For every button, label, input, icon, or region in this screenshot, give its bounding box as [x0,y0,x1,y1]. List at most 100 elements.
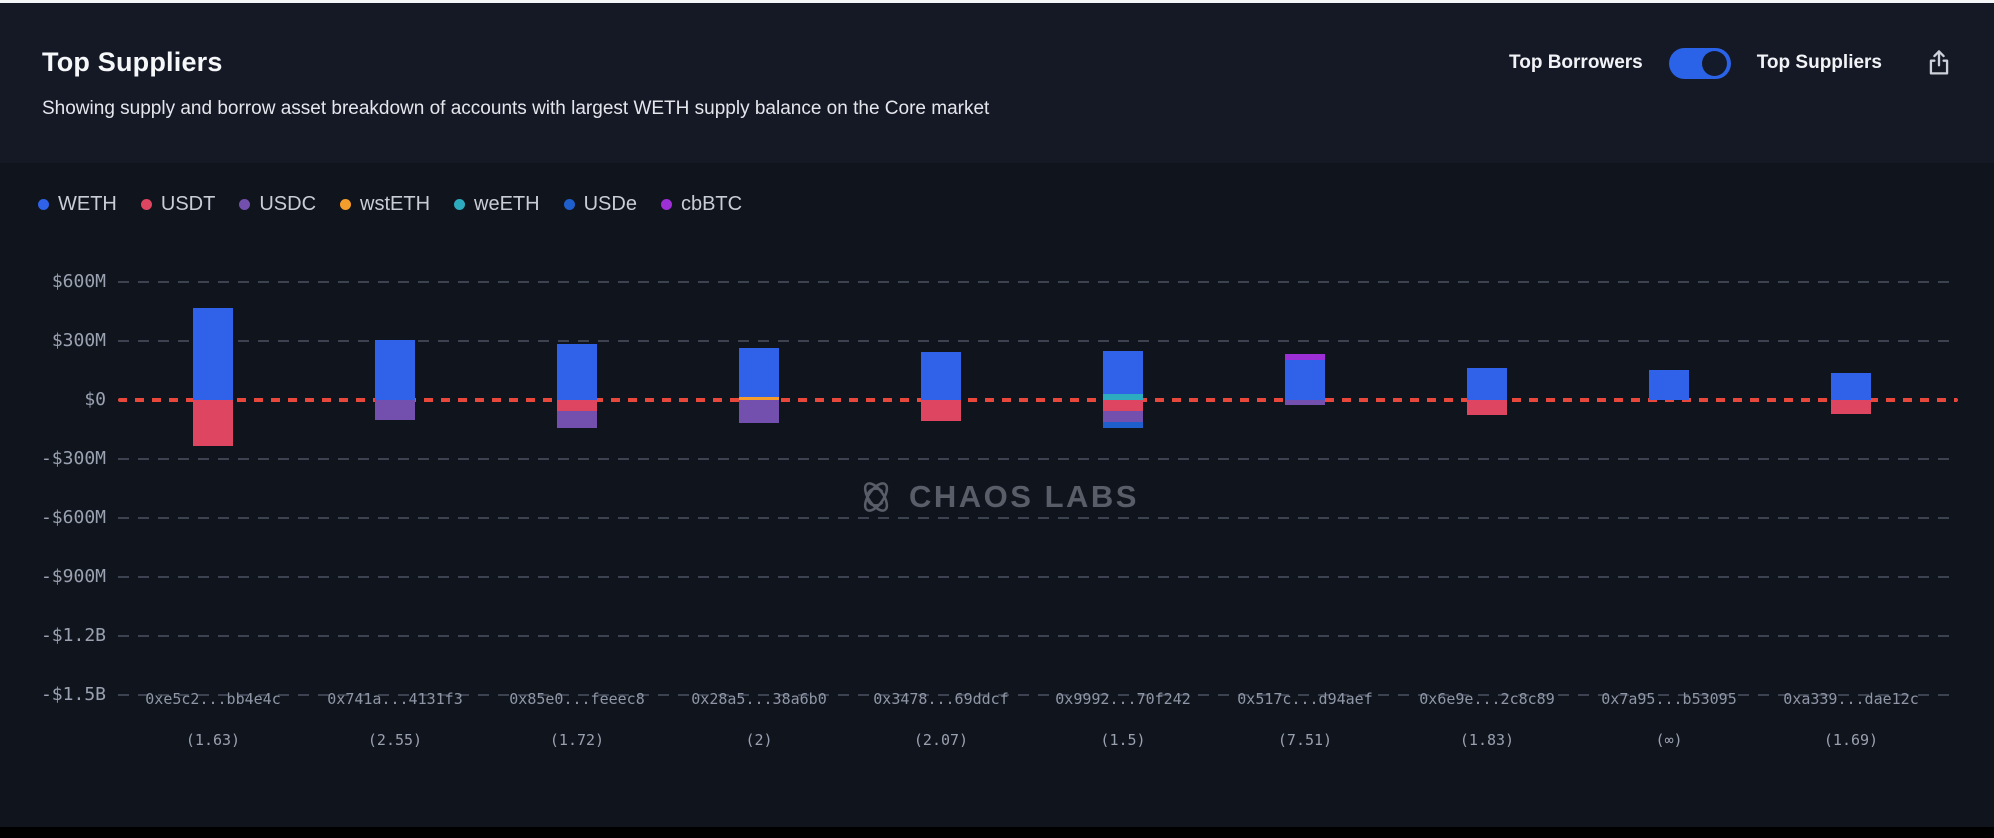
bar-segment-0x85e0...feeec8-USDC[interactable] [557,410,597,428]
x-axis-health-factor: (2.55) [367,731,423,749]
bar-segment-0x28a5...38a6b0-USDC[interactable] [739,400,779,423]
x-axis-health-factor: (2.07) [913,731,969,749]
bar-segment-0x517c...d94aef-USDC[interactable] [1285,400,1325,405]
x-axis-address-label: 0x741a...4131f3 [327,690,463,708]
legend-label: WETH [58,193,117,215]
gridline--$300M [118,458,1958,460]
bar-segment-0x741a...4131f3-WETH[interactable] [375,340,415,400]
y-axis-tick-$0: $0 [84,389,106,410]
bar-segment-0xa339...dae12c-WETH[interactable] [1831,373,1871,400]
gridline--$1.2B [118,635,1958,637]
watermark: CHAOS LABS [855,476,1139,518]
gridline--$600M [118,517,1958,519]
bar-segment-0x517c...d94aef-cbBTC[interactable] [1285,353,1325,360]
legend-dot-cbbtc [660,199,672,210]
plot-area: $600M $300M $0 -$300M -$600M -$900M -$1.2B -$1.… [0,163,1994,827]
bar-segment-0x6e9e...2c8c89-WETH[interactable] [1467,367,1507,400]
chart-legend: WETH USDT USDC wstETH weETH USDe cbBTC [38,193,742,216]
legend-label: weETH [474,193,540,215]
x-axis-address-label: 0xe5c2...bb4e4c [145,690,281,708]
legend-dot-weth [38,199,49,210]
x-axis-address-label: 0x28a5...38a6b0 [691,690,827,708]
y-axis-tick--$1.2B: -$1.2B [40,625,106,646]
x-axis-address-label: 0xa339...dae12c [1783,690,1919,708]
legend-dot-usdc [239,199,251,210]
share-button[interactable] [1922,46,1956,80]
page-subtitle: Showing supply and borrow asset breakdow… [42,98,990,119]
x-axis-health-factor: (1.72) [549,731,605,749]
gridline-$300M [118,340,1958,342]
legend-label: cbBTC [680,193,743,215]
legend-label: USDe [583,193,637,215]
gridline-$600M [118,281,1958,283]
chaos-labs-logo-icon [863,482,889,512]
legend-label: USDT [160,193,216,215]
borrowers-suppliers-toggle[interactable] [1668,47,1731,79]
bar-segment-0xa339...dae12c-USDT[interactable] [1831,400,1871,415]
legend-item-usdc[interactable]: USDC [239,193,316,216]
zero-reference-line [118,398,1958,402]
bar-segment-0x741a...4131f3-USDC[interactable] [375,400,415,420]
y-axis-tick--$1.5B: -$1.5B [40,684,106,705]
legend-item-usde[interactable]: USDe [563,193,637,216]
page-title: Top Suppliers [42,47,223,77]
bottom-edge [0,827,1994,838]
x-axis-address-label: 0x517c...d94aef [1237,690,1373,708]
y-axis-tick-$600M: $600M [51,271,106,292]
bar-segment-0x3478...69ddcf-WETH[interactable] [921,351,961,400]
legend-item-weeth[interactable]: weETH [454,193,540,216]
legend-item-weth[interactable]: WETH [38,193,117,216]
x-axis-health-factor: (1.69) [1823,731,1879,749]
y-axis-tick--$900M: -$900M [40,566,106,587]
bar-segment-0x85e0...feeec8-WETH[interactable] [557,343,597,400]
x-axis-health-factor: (2) [745,731,773,749]
legend-item-usdt[interactable]: USDT [140,193,216,216]
bar-segment-0x9992...70f242-USDe[interactable] [1103,421,1143,428]
x-axis-address-label: 0x3478...69ddcf [873,690,1009,708]
legend-label: USDC [259,193,317,215]
legend-label: wstETH [360,193,431,215]
x-axis-health-factor: (7.51) [1277,731,1333,749]
bar-segment-0x28a5...38a6b0-WETH[interactable] [739,347,779,398]
header: Top Suppliers Showing supply and borrow … [0,3,1994,163]
x-axis-health-factor: (1.5) [1100,731,1146,749]
x-axis-address-label: 0x6e9e...2c8c89 [1419,690,1555,708]
legend-item-cbbtc[interactable]: cbBTC [660,193,743,216]
bar-segment-0x3478...69ddcf-USDT[interactable] [921,400,961,421]
bar-segment-0x7a95...b53095-WETH[interactable] [1649,370,1689,400]
window-top-edge [0,0,1994,3]
x-axis-health-factor: (1.63) [185,731,241,749]
watermark-text: CHAOS LABS [909,479,1139,514]
bar-segment-0xe5c2...bb4e4c-USDT[interactable] [193,400,233,447]
bar-segment-0xe5c2...bb4e4c-WETH[interactable] [193,307,233,400]
y-axis-tick-$300M: $300M [51,330,106,351]
legend-dot-wsteth [340,199,352,210]
bar-segment-0x9992...70f242-USDT[interactable] [1103,400,1143,412]
y-axis-tick--$300M: -$300M [40,448,106,469]
gridline--$1.5B [118,694,1958,696]
toggle-label-top-suppliers[interactable]: Top Suppliers [1756,52,1882,73]
header-controls: Top Borrowers Top Suppliers [1509,43,1956,83]
toggle-label-top-borrowers[interactable]: Top Borrowers [1509,52,1643,73]
bar-segment-0x85e0...feeec8-USDT[interactable] [557,400,597,411]
x-axis-address-label: 0x7a95...b53095 [1601,690,1737,708]
bar-segment-0x9992...70f242-USDC[interactable] [1103,411,1143,422]
legend-dot-usdt [140,199,152,210]
share-export-icon [1929,50,1949,75]
legend-dot-usde [563,199,575,210]
x-axis-address-label: 0x85e0...feeec8 [509,690,645,708]
gridline--$900M [118,576,1958,578]
bar-segment-0x517c...d94aef-WETH[interactable] [1285,359,1325,400]
legend-item-wsteth[interactable]: wstETH [340,193,430,216]
x-axis-health-factor: (1.83) [1459,731,1515,749]
y-axis-tick--$600M: -$600M [40,507,106,528]
bar-segment-0x28a5...38a6b0-wstETH[interactable] [739,397,779,400]
bar-segment-0x6e9e...2c8c89-USDT[interactable] [1467,400,1507,416]
x-axis-health-factor: (∞) [1655,731,1683,749]
bar-segment-0x9992...70f242-WETH[interactable] [1103,351,1143,394]
legend-dot-weeth [454,199,466,210]
x-axis-address-label: 0x9992...70f242 [1055,690,1191,708]
toggle-knob [1701,50,1727,76]
bar-segment-0x9992...70f242-weETH[interactable] [1103,393,1143,400]
